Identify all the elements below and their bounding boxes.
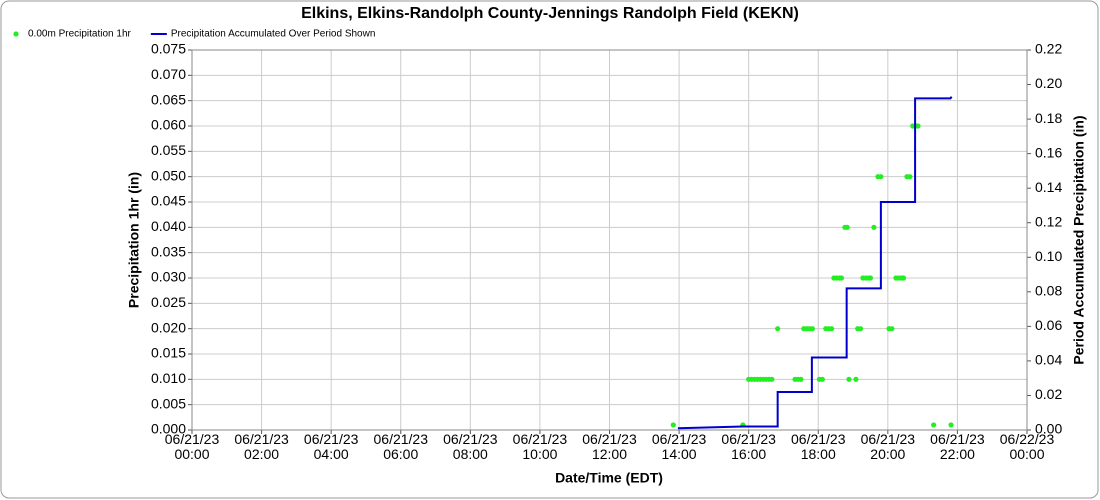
y2-tick-label: 0.20 <box>1035 75 1062 91</box>
y2-tick-label: 0.08 <box>1035 283 1062 299</box>
data-point <box>915 123 921 129</box>
y-tick-label: 0.035 <box>151 243 186 259</box>
y2-tick-label: 0.12 <box>1035 213 1062 229</box>
x-tick-label: 06/21/23 14:00 <box>651 431 707 462</box>
y-tick-label: 0.000 <box>151 421 186 437</box>
data-point <box>931 422 937 428</box>
data-point <box>853 376 859 382</box>
x-tick-label: 06/21/23 18:00 <box>791 431 846 462</box>
y-tick-label: 0.065 <box>151 91 186 107</box>
x-tick-label: 06/21/23 22:00 <box>930 431 985 462</box>
data-point <box>670 422 676 428</box>
legend-label: Precipitation Accumulated Over Period Sh… <box>171 29 376 40</box>
y2-tick-label: 0.14 <box>1035 179 1062 195</box>
x-tick-label: 06/22/23 00:00 <box>999 431 1055 462</box>
y-tick-label: 0.025 <box>151 294 186 310</box>
data-point <box>828 326 835 332</box>
data-point <box>775 326 781 332</box>
y2-tick-label: 0.02 <box>1035 386 1062 402</box>
y-tick-label: 0.060 <box>151 117 186 133</box>
x-tick-label: 06/21/23 02:00 <box>234 431 289 462</box>
y2-tick-label: 0.10 <box>1035 248 1062 264</box>
legend-label: 0.00m Precipitation 1hr <box>28 29 132 40</box>
data-point <box>857 326 864 332</box>
y-tick-label: 0.015 <box>151 345 186 361</box>
data-point <box>907 174 913 180</box>
y2-tick-label: 0.04 <box>1035 352 1062 368</box>
y-tick-label: 0.055 <box>151 142 186 158</box>
data-point <box>809 326 816 332</box>
y-tick-label: 0.040 <box>151 218 186 234</box>
data-point <box>871 224 877 230</box>
y-tick-label: 0.050 <box>151 167 186 183</box>
y2-tick-label: 0.06 <box>1035 317 1062 333</box>
y2-tick-label: 0.16 <box>1035 144 1062 160</box>
plot-border <box>191 49 1028 431</box>
y-tick-label: 0.070 <box>151 66 186 82</box>
data-point <box>878 174 884 180</box>
data-point <box>819 376 825 382</box>
x-tick-label: 06/21/23 04:00 <box>303 431 359 462</box>
data-point <box>846 376 852 382</box>
y2-tick-label: 0.22 <box>1035 41 1062 57</box>
x-tick-label: 06/21/23 00:00 <box>164 431 220 462</box>
y2-axis-label: Period Accumulated Precipitation (in) <box>1071 115 1087 364</box>
y2-tick-label: 0.00 <box>1035 421 1062 437</box>
x-tick-label: 06/21/23 12:00 <box>582 431 637 462</box>
chart-title: Elkins, Elkins-Randolph County-Jennings … <box>301 5 799 22</box>
data-point <box>900 275 907 281</box>
y-tick-label: 0.020 <box>151 319 186 335</box>
y-tick-label: 0.005 <box>151 395 186 411</box>
data-point <box>867 275 874 281</box>
y-tick-label: 0.030 <box>151 269 186 285</box>
data-line <box>677 96 953 430</box>
x-axis-label: Date/Time (EDT) <box>555 470 663 486</box>
x-tick-label: 06/21/23 10:00 <box>512 431 568 462</box>
y-axis-label: Precipitation 1hr (in) <box>126 172 142 308</box>
data-point <box>844 224 850 230</box>
x-tick-label: 06/21/23 16:00 <box>721 431 776 462</box>
x-tick-label: 06/21/23 06:00 <box>373 431 429 462</box>
data-point <box>948 422 954 428</box>
x-tick-label: 06/21/23 20:00 <box>860 431 916 462</box>
x-tick-label: 06/21/23 08:00 <box>443 431 498 462</box>
legend-marker <box>13 31 19 37</box>
y-tick-label: 0.010 <box>151 370 186 386</box>
y-tick-label: 0.075 <box>151 41 186 57</box>
data-point <box>769 376 775 382</box>
data-point <box>798 376 804 382</box>
data-point <box>838 275 845 281</box>
y-tick-label: 0.045 <box>151 193 186 209</box>
data-point <box>889 326 895 332</box>
y2-tick-label: 0.18 <box>1035 110 1062 126</box>
